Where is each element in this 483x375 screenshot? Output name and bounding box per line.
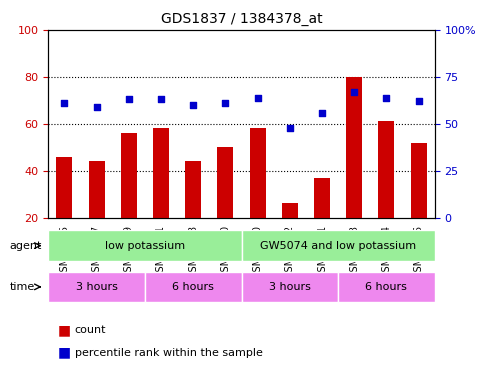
Bar bbox=[314, 178, 330, 218]
Bar bbox=[282, 203, 298, 217]
Point bbox=[125, 96, 133, 102]
Bar bbox=[378, 122, 395, 218]
Bar bbox=[411, 142, 426, 218]
Bar bbox=[250, 128, 266, 217]
Text: 3 hours: 3 hours bbox=[76, 282, 117, 292]
Text: 3 hours: 3 hours bbox=[269, 282, 311, 292]
Text: low potassium: low potassium bbox=[105, 241, 185, 250]
Point bbox=[157, 96, 165, 102]
Point bbox=[318, 110, 326, 116]
FancyBboxPatch shape bbox=[242, 230, 435, 261]
Bar bbox=[153, 128, 169, 217]
FancyBboxPatch shape bbox=[338, 272, 435, 302]
Text: 6 hours: 6 hours bbox=[366, 282, 407, 292]
FancyBboxPatch shape bbox=[242, 272, 338, 302]
Text: count: count bbox=[75, 325, 106, 335]
Point bbox=[60, 100, 68, 106]
Title: GDS1837 / 1384378_at: GDS1837 / 1384378_at bbox=[161, 12, 322, 26]
Point bbox=[189, 102, 197, 108]
Point bbox=[415, 98, 423, 104]
Point bbox=[222, 100, 229, 106]
FancyBboxPatch shape bbox=[145, 272, 242, 302]
Bar bbox=[121, 133, 137, 218]
Bar bbox=[57, 157, 72, 218]
FancyBboxPatch shape bbox=[48, 230, 242, 261]
Text: GW5074 and low potassium: GW5074 and low potassium bbox=[260, 241, 416, 250]
Point bbox=[93, 104, 100, 110]
Bar bbox=[217, 147, 233, 218]
Point bbox=[254, 94, 261, 100]
Point bbox=[350, 89, 358, 95]
Point bbox=[286, 124, 294, 130]
Bar bbox=[185, 161, 201, 218]
Bar bbox=[346, 77, 362, 218]
Point bbox=[383, 94, 390, 100]
Text: time: time bbox=[10, 282, 35, 292]
Bar bbox=[88, 161, 105, 218]
Text: 6 hours: 6 hours bbox=[172, 282, 214, 292]
Text: ■: ■ bbox=[58, 323, 71, 337]
Text: percentile rank within the sample: percentile rank within the sample bbox=[75, 348, 263, 357]
Text: agent: agent bbox=[10, 241, 42, 250]
FancyBboxPatch shape bbox=[48, 272, 145, 302]
Text: ■: ■ bbox=[58, 345, 71, 360]
